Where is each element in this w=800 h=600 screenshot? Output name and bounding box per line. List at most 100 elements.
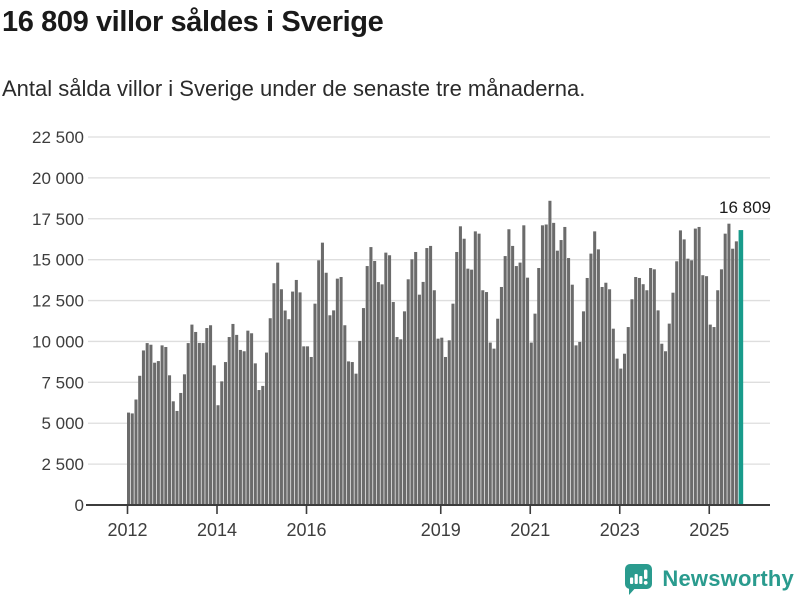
bar (272, 283, 276, 505)
bar (373, 260, 377, 505)
bar (712, 327, 716, 505)
bar (227, 337, 231, 505)
bar (417, 294, 421, 505)
bar (630, 299, 634, 505)
bar (253, 363, 257, 505)
bar (581, 311, 586, 505)
bar (425, 248, 429, 506)
x-tick-label: 2014 (197, 520, 237, 540)
bar (361, 308, 365, 505)
bar (645, 290, 649, 505)
bar (477, 233, 481, 505)
bar (212, 365, 216, 505)
bar (153, 362, 157, 505)
bar (462, 238, 466, 506)
bar (186, 343, 190, 505)
y-tick-label: 17 500 (32, 210, 84, 229)
bar (268, 318, 272, 505)
bar (686, 258, 690, 505)
bar (503, 256, 507, 505)
bar (589, 253, 593, 505)
bar (473, 231, 477, 505)
bar (466, 268, 470, 505)
bar (429, 245, 433, 505)
bar (470, 269, 474, 505)
bar (716, 290, 720, 505)
bar (537, 268, 541, 505)
y-tick-label: 10 000 (32, 332, 84, 351)
bar (615, 358, 619, 505)
bar (231, 323, 235, 505)
bar (664, 351, 668, 505)
bar (667, 323, 671, 505)
bar (402, 311, 407, 505)
bar (540, 225, 544, 505)
bar (257, 390, 261, 505)
bar (656, 310, 660, 505)
bar (585, 277, 589, 505)
bar (682, 239, 686, 505)
bar (294, 279, 298, 505)
bar (440, 337, 444, 505)
bar (246, 330, 250, 505)
bar (145, 343, 149, 505)
bar (723, 233, 727, 505)
bar (238, 349, 242, 505)
x-tick-label: 2023 (600, 520, 640, 540)
bar (567, 258, 571, 505)
bar (302, 346, 306, 505)
bar (127, 412, 131, 505)
bar (283, 310, 287, 505)
bar (622, 353, 627, 505)
bar (719, 269, 723, 505)
bar (637, 277, 641, 505)
bar (499, 286, 503, 505)
bar (332, 310, 336, 505)
bar (141, 350, 145, 505)
bar (608, 289, 612, 505)
bar (313, 303, 317, 505)
bar (350, 362, 354, 505)
x-tick-label: 2016 (286, 520, 326, 540)
bar (492, 348, 496, 505)
bar (626, 327, 630, 505)
bar (179, 392, 183, 505)
bar (220, 381, 224, 505)
bar (447, 340, 451, 505)
bar (354, 373, 358, 505)
bar (190, 324, 194, 505)
bar (149, 344, 153, 505)
y-tick-label: 15 000 (32, 251, 84, 270)
bar (279, 289, 283, 505)
bar (347, 361, 351, 505)
bar (458, 226, 462, 506)
x-tick-label: 2019 (421, 520, 461, 540)
bar (563, 226, 567, 505)
bar (223, 362, 228, 505)
bar (395, 337, 399, 505)
bar (287, 319, 291, 505)
y-tick-label: 2 500 (41, 455, 84, 474)
bar (596, 249, 600, 505)
bar (171, 401, 175, 505)
bar (182, 374, 186, 505)
y-tick-label: 0 (75, 496, 84, 515)
bar (160, 345, 164, 505)
bar (276, 262, 280, 505)
bar (522, 225, 526, 505)
x-tick-label: 2025 (689, 520, 729, 540)
chart-subtitle: Antal sålda villor i Sverige under de se… (2, 76, 586, 101)
bar (641, 284, 645, 505)
bar (339, 277, 343, 505)
bar (399, 339, 403, 505)
bar (690, 260, 694, 505)
bar (130, 413, 134, 505)
bar (205, 328, 209, 505)
bar (391, 302, 395, 505)
y-tick-label: 7 500 (41, 373, 84, 392)
bar (358, 340, 362, 505)
bar (660, 343, 664, 505)
bar (168, 375, 172, 505)
bar (548, 200, 552, 506)
